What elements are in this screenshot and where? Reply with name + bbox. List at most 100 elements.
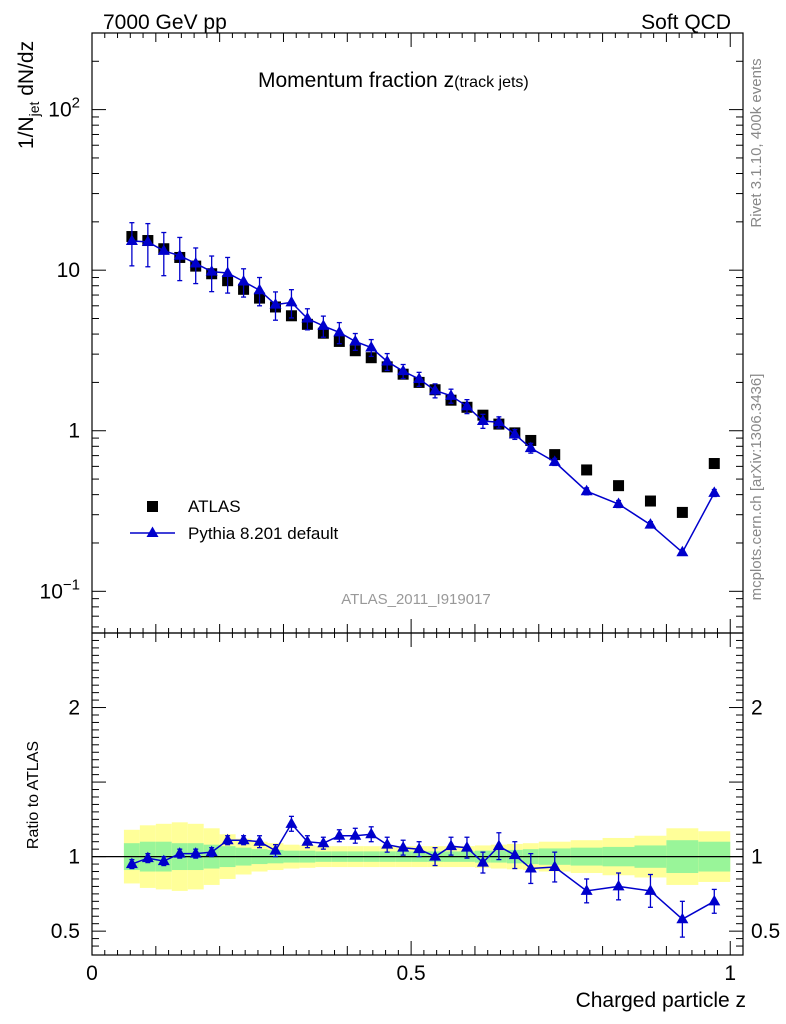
pythia-point [548,455,561,466]
main-y-tick-label-exp: −1 [63,576,80,593]
pythia-point [429,384,442,395]
legend-atlas-marker [147,501,158,512]
x-tick-label: 0.5 [397,962,426,985]
ratio-y-axis-label: Ratio to ATLAS [25,741,42,849]
atlas-point [708,458,720,470]
ratio-point [333,829,346,840]
main-y-tick-label-base: 1 [68,420,80,443]
pythia-point [644,518,657,529]
pythia-point [157,244,170,255]
pythia-point [269,298,282,309]
pythia-point [189,257,202,268]
legend: ATLAS Pythia 8.201 default [130,497,339,543]
pythia-point [476,414,489,425]
ratio-point [237,833,250,845]
main-y-axis-label-head: 1/N [15,116,38,149]
pythia-point [397,364,410,376]
legend-atlas-label: ATLAS [188,497,241,516]
main-y-tick-label-exp: 2 [72,95,80,112]
ratio-y-tick-label: 1 [68,846,80,869]
atlas-point [581,464,593,476]
main-title: Momentum fraction z(track jets) [258,69,529,92]
ratio-point [253,835,266,846]
main-y-tick-label-base: 10 [57,259,80,282]
ratio-point [476,856,489,867]
legend-pythia-label: Pythia 8.201 default [188,524,339,543]
ratio-point [644,884,657,895]
ratio-y-tick-label-right: 2 [751,697,763,720]
ratio-point [708,894,721,906]
ratio-line [131,822,715,921]
ratio-frame [91,632,744,956]
pythia-point [580,484,593,496]
pythia-point [508,427,521,439]
ratio-point [221,833,234,845]
ratio-point [189,847,202,858]
ratio-point [301,835,314,846]
pythia-point [221,266,234,278]
main-y-axis-label: 1/Njet dN/dz [15,41,42,149]
ratio-point [676,912,689,924]
x-tick-label: 1 [724,962,736,985]
ratio-point [508,848,521,860]
ratio-point [524,862,537,873]
pythia-point [125,234,138,245]
pythia-point [381,354,394,366]
atlas-point [365,352,377,364]
pythia-point [141,235,154,246]
main-frame [91,32,744,634]
main-y-tick-label-base: 10 [40,580,63,603]
main-title-suffix: (track jets) [454,74,529,91]
ratio-point [492,839,505,851]
ratio-point [397,841,410,852]
pythia-point [365,340,378,352]
ratio-point [141,851,154,863]
pythia-point [612,497,625,508]
pythia-point [460,399,473,411]
ratio-point [612,879,625,891]
main-y-tick-label-base: 10 [48,99,71,122]
atlas-point [549,449,561,461]
main-y-tick-label: 102 [48,95,80,122]
pythia-point [317,319,330,330]
atlas-point [676,506,688,518]
pythia-point [285,295,298,307]
main-marks [125,222,721,557]
pythia-point [301,312,314,323]
main-y-axis-label-tail: dN/dz [15,41,38,102]
pythia-point [676,545,689,557]
pythia-point [492,415,505,427]
ratio-point [317,836,330,848]
ratio-point [125,857,138,869]
ratio-y-tick-label-right: 1 [751,846,763,869]
ratio-point [548,860,561,872]
main-y-tick-label: 10 [57,259,80,282]
main-y-tick-label: 10−1 [40,576,80,603]
ratio-point [381,838,394,849]
ratio-point [460,841,473,852]
ratio-y-tick-label: 2 [68,697,80,720]
pythia-point [413,372,426,384]
ratio-point [365,827,378,839]
main-y-tick-label: 1 [68,420,80,443]
ratio-point [269,844,282,855]
pythia-point [205,265,218,276]
ratio-panel: 0.5 0.5 1 1 2 2 0 0.5 1 Ratio to ATLAS Charged p… [25,632,780,1012]
ratio-axes: 0.5 0.5 1 1 2 2 0 0.5 1 [51,632,780,985]
ratio-y-tick-label: 0.5 [51,920,80,943]
ratio-point [157,854,170,866]
ratio-point [173,847,186,858]
pythia-point [237,275,250,286]
watermark: ATLAS_2011_I919017 [341,591,491,608]
main-y-axis-label-sub: jet [26,102,42,118]
atlas-point [613,480,625,492]
ratio-y-tick-label-right: 0.5 [751,920,780,943]
pythia-point [173,249,186,260]
ratio-point [413,842,426,854]
rivet-label: Rivet 3.1.10, 400k events [748,58,765,227]
header-right-label: Soft QCD [641,11,731,34]
header-left-label: 7000 GeV pp [103,11,227,34]
ratio-point [445,839,458,851]
